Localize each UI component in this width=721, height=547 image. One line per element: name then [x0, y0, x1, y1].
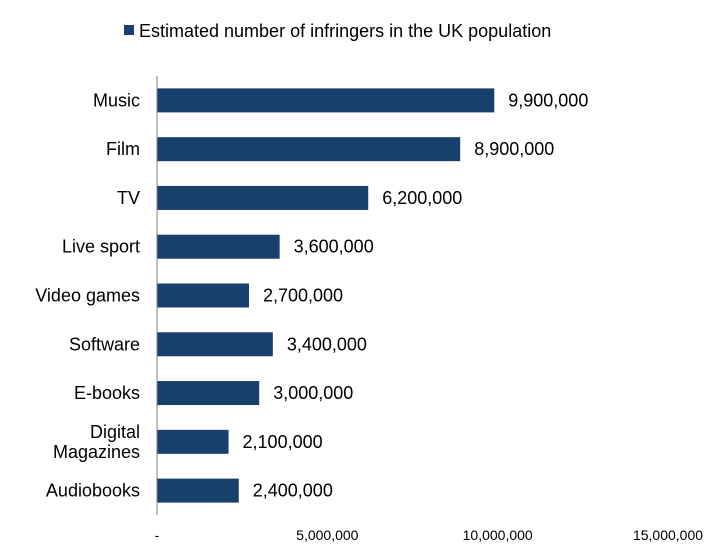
data-label: 9,900,000 [508, 90, 588, 110]
legend-label: Estimated number of infringers in the UK… [139, 21, 551, 41]
category-label: Film [106, 139, 140, 159]
bar [157, 283, 249, 308]
x-tick-label: 15,000,000 [633, 527, 703, 543]
x-tick-label: 5,000,000 [296, 527, 358, 543]
category-label: Live sport [62, 237, 140, 257]
x-tick-label: 10,000,000 [463, 527, 533, 543]
category-label: Video games [35, 286, 140, 306]
data-label: 3,600,000 [294, 237, 374, 257]
legend: Estimated number of infringers in the UK… [124, 21, 551, 41]
data-label: 8,900,000 [474, 139, 554, 159]
data-label: 6,200,000 [382, 188, 462, 208]
bar [157, 185, 369, 210]
bar [157, 478, 239, 503]
category-label: E-books [74, 383, 140, 403]
data-label: 2,700,000 [263, 286, 343, 306]
category-label: Digital Magazines [53, 422, 140, 462]
bar [157, 332, 273, 357]
data-label: 3,400,000 [287, 334, 367, 354]
data-label: 3,000,000 [273, 383, 353, 403]
category-label: TV [117, 188, 140, 208]
bar [157, 88, 495, 113]
category-label: Software [69, 334, 140, 354]
data-label: 2,400,000 [253, 481, 333, 501]
category-label: Music [93, 90, 140, 110]
plot-area: 9,900,000 Music 8,900,000 Film 6,200,000 TV 3,… [35, 76, 703, 543]
bar [157, 381, 260, 406]
category-label: Audiobooks [46, 481, 140, 501]
bar [157, 429, 229, 454]
x-tick-label: - [155, 527, 160, 543]
bar [157, 234, 280, 259]
bar [157, 137, 461, 162]
legend-swatch [124, 25, 134, 35]
data-label: 2,100,000 [243, 432, 323, 452]
